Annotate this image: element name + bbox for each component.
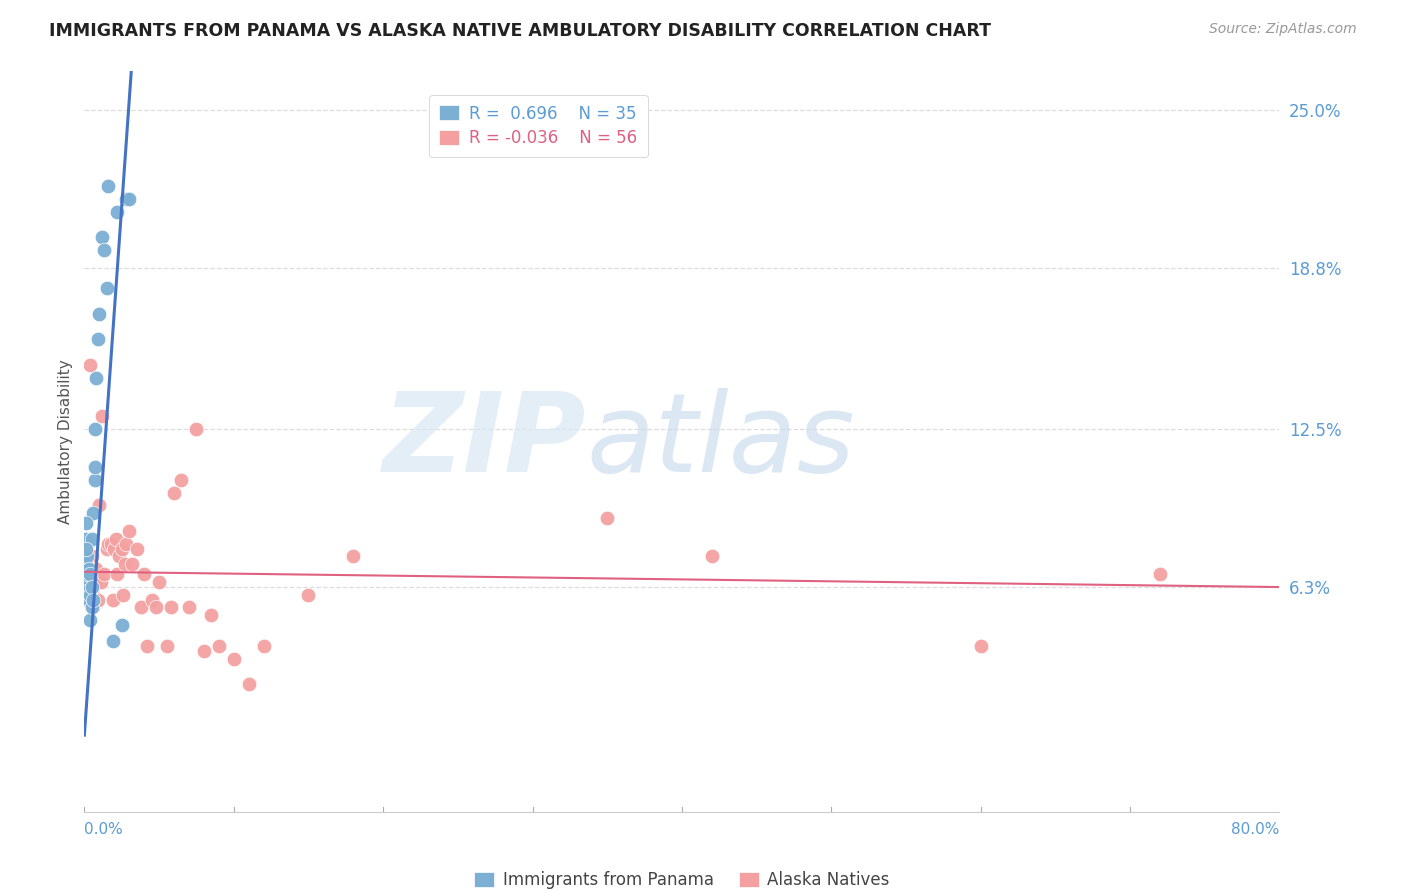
Point <box>170 473 193 487</box>
Point <box>76 549 98 564</box>
Point <box>101 592 124 607</box>
Point <box>115 536 138 550</box>
Point <box>76 557 98 571</box>
Point <box>155 639 177 653</box>
Point <box>82 592 104 607</box>
Point <box>76 588 98 602</box>
Point <box>111 618 134 632</box>
Text: atlas: atlas <box>586 388 855 495</box>
Point <box>129 600 152 615</box>
Point <box>77 588 100 602</box>
Point <box>83 460 105 475</box>
Point <box>136 639 159 653</box>
Point <box>75 536 97 550</box>
Point <box>91 230 114 244</box>
Point <box>93 243 115 257</box>
Point <box>145 600 167 615</box>
Point <box>118 192 141 206</box>
Point <box>80 580 103 594</box>
Point <box>700 549 723 564</box>
Point <box>83 574 105 589</box>
Point <box>89 307 111 321</box>
Point <box>193 644 215 658</box>
Point <box>208 639 231 653</box>
Point <box>103 541 125 556</box>
Point <box>77 567 100 582</box>
Point <box>82 600 104 615</box>
Point <box>148 574 170 589</box>
Point <box>105 567 128 582</box>
Point <box>100 536 122 550</box>
Point <box>342 549 364 564</box>
Point <box>77 592 100 607</box>
Point <box>75 532 97 546</box>
Point <box>91 409 114 423</box>
Point <box>75 574 97 589</box>
Point <box>118 524 141 538</box>
Text: Source: ZipAtlas.com: Source: ZipAtlas.com <box>1209 22 1357 37</box>
Point <box>222 651 245 665</box>
Point <box>76 574 98 589</box>
Point <box>75 557 97 571</box>
Point <box>107 549 129 564</box>
Point <box>132 567 156 582</box>
Point <box>96 541 118 556</box>
Point <box>97 536 120 550</box>
Point <box>86 370 108 384</box>
Point <box>177 600 200 615</box>
Text: IMMIGRANTS FROM PANAMA VS ALASKA NATIVE AMBULATORY DISABILITY CORRELATION CHART: IMMIGRANTS FROM PANAMA VS ALASKA NATIVE … <box>49 22 991 40</box>
Point <box>87 333 110 347</box>
Point <box>80 582 103 597</box>
Point <box>80 600 103 615</box>
Point <box>80 549 103 564</box>
Point <box>970 639 993 653</box>
Point <box>125 541 148 556</box>
Point <box>160 600 183 615</box>
Point <box>75 516 97 531</box>
Point <box>101 633 124 648</box>
Point <box>1149 567 1171 582</box>
Point <box>76 592 98 607</box>
Point <box>93 567 115 582</box>
Text: 80.0%: 80.0% <box>1232 822 1279 837</box>
Point <box>86 562 108 576</box>
Text: ZIP: ZIP <box>382 388 586 495</box>
Point <box>79 613 101 627</box>
Y-axis label: Ambulatory Disability: Ambulatory Disability <box>58 359 73 524</box>
Text: 0.0%: 0.0% <box>84 822 124 837</box>
Point <box>253 639 276 653</box>
Point <box>200 608 222 623</box>
Point <box>89 499 111 513</box>
Point <box>83 422 105 436</box>
Point <box>82 506 104 520</box>
Point <box>79 358 101 372</box>
Point <box>83 473 105 487</box>
Point <box>77 562 100 576</box>
Point <box>112 588 135 602</box>
Point <box>141 592 163 607</box>
Point <box>80 532 103 546</box>
Point <box>104 532 127 546</box>
Point <box>115 192 138 206</box>
Point <box>75 541 97 556</box>
Point <box>97 179 120 194</box>
Point <box>186 422 208 436</box>
Point <box>596 511 619 525</box>
Point <box>79 588 101 602</box>
Legend: Immigrants from Panama, Alaska Natives: Immigrants from Panama, Alaska Natives <box>468 864 896 892</box>
Point <box>75 574 97 589</box>
Point <box>121 557 143 571</box>
Point <box>163 485 186 500</box>
Point <box>77 582 100 597</box>
Point <box>114 557 136 571</box>
Point <box>79 567 101 582</box>
Point <box>87 592 110 607</box>
Point <box>96 281 118 295</box>
Point <box>90 574 112 589</box>
Point <box>238 677 260 691</box>
Point <box>111 541 134 556</box>
Point <box>105 204 128 219</box>
Point <box>76 567 98 582</box>
Point <box>297 588 319 602</box>
